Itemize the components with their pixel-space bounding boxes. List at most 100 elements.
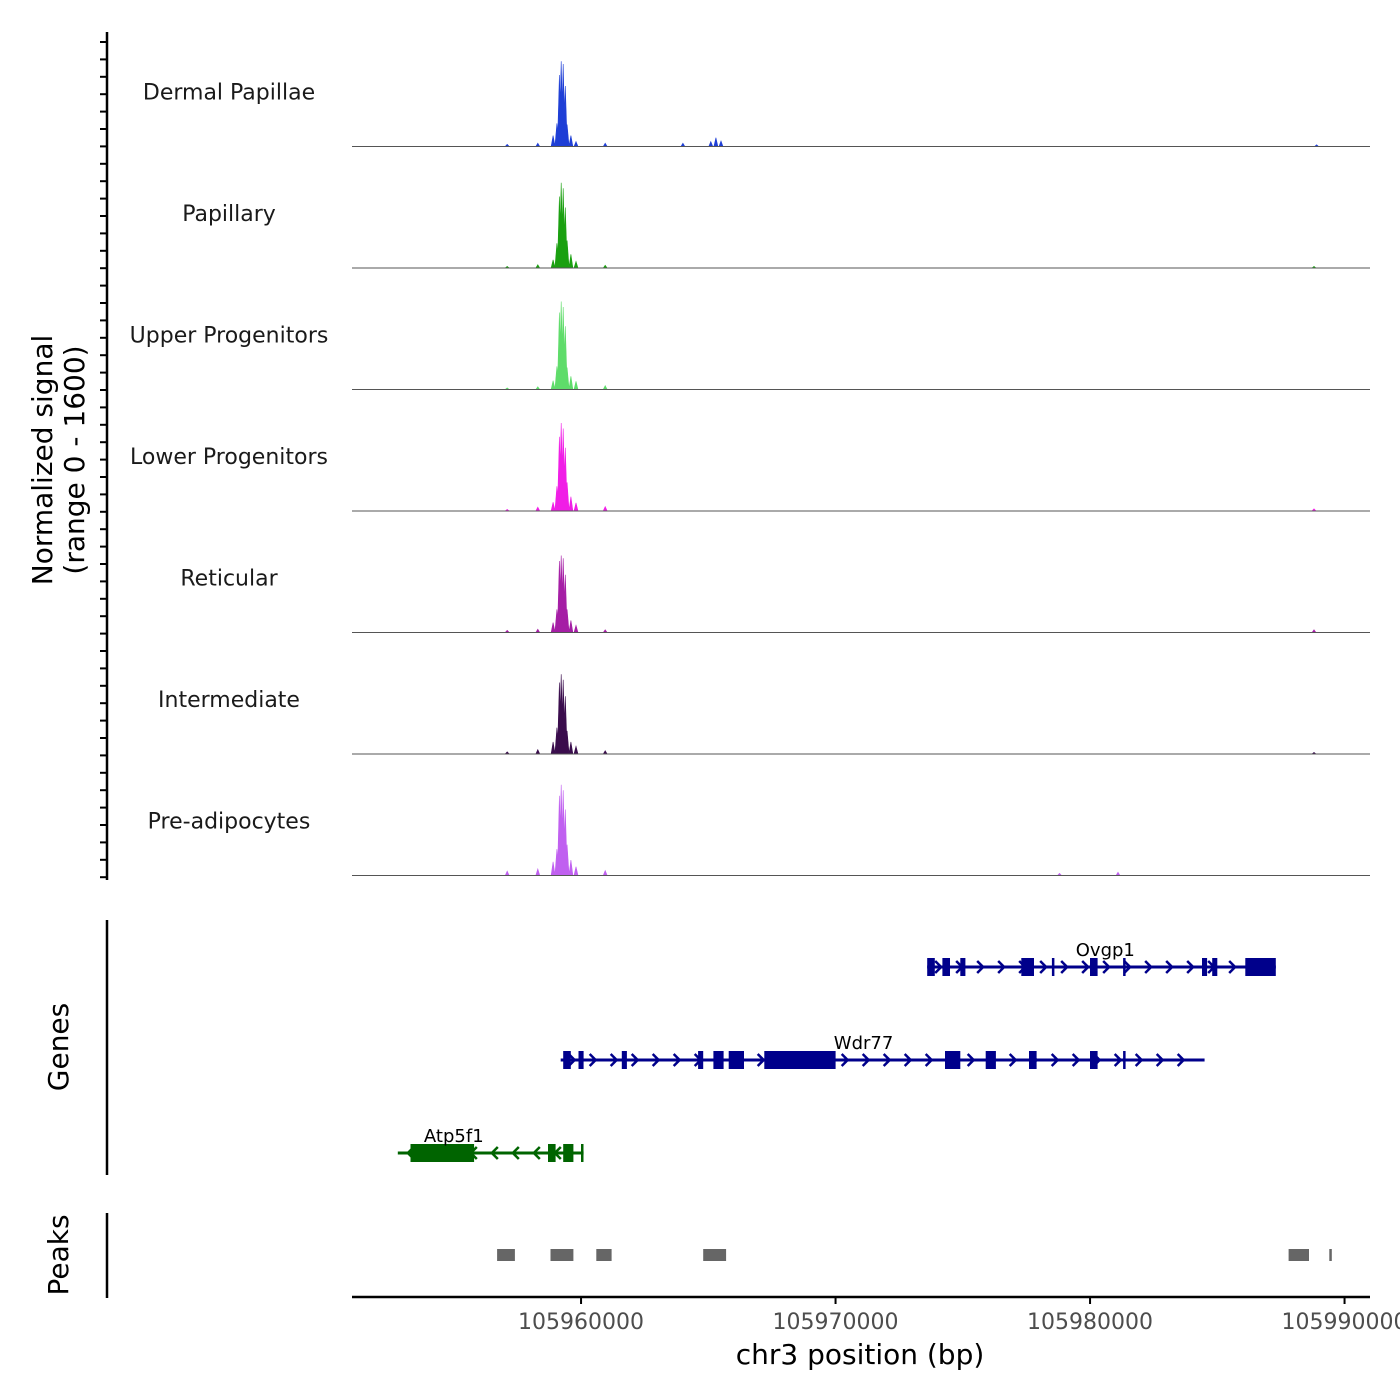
peak-region: [550, 1249, 574, 1261]
strand-chevron: [490, 1146, 499, 1160]
gene-exon: [713, 1051, 724, 1069]
gene-annotations: Ovgp1 Wdr77 Atp5f1: [397, 940, 1276, 1162]
track-3: Upper Progenitors: [130, 301, 1370, 390]
gene-exon: [728, 1051, 744, 1069]
strand-chevron: [924, 1053, 934, 1067]
strand-chevron: [966, 1053, 976, 1067]
gene-wdr77: Wdr77: [560, 1033, 1205, 1069]
strand-chevron: [630, 1053, 640, 1067]
gene-label: Atp5f1: [424, 1126, 484, 1147]
strand-chevron: [1060, 960, 1069, 974]
gene-exon: [410, 1144, 475, 1162]
peak-region: [497, 1249, 515, 1261]
strand-chevron: [588, 1053, 598, 1067]
track-7: Pre-adipocytes: [148, 784, 1370, 876]
strand-chevron: [1071, 1053, 1081, 1067]
track-label: Dermal Papillae: [143, 81, 315, 106]
x-axis-title: chr3 position (bp): [736, 1338, 985, 1371]
gene-exon: [945, 1051, 961, 1069]
strand-chevron: [882, 1053, 892, 1067]
gene-exon: [563, 1144, 574, 1162]
strand-chevron: [1165, 960, 1174, 974]
track-2: Papillary: [182, 182, 1370, 269]
peak-region: [1288, 1249, 1309, 1261]
gene-exon: [1212, 958, 1218, 976]
peak-region: [596, 1249, 612, 1261]
track-signal-area: [352, 301, 1370, 390]
track-signal-area: [352, 182, 1370, 269]
track-4: Lower Progenitors: [130, 422, 1370, 512]
gene-exon: [985, 1051, 996, 1069]
strand-chevron: [997, 960, 1006, 974]
gene-exon: [1029, 1051, 1037, 1069]
peak-annotations: [497, 1249, 1332, 1261]
strand-chevron: [934, 960, 943, 974]
gene-exon: [960, 958, 966, 976]
track-label: Upper Progenitors: [130, 324, 329, 349]
strand-chevron: [861, 1053, 871, 1067]
track-signal-area: [352, 422, 1370, 512]
track-signal-area: [352, 784, 1370, 876]
track-label: Lower Progenitors: [130, 445, 328, 470]
strand-chevron: [609, 1053, 619, 1067]
gene-exon: [1021, 958, 1034, 976]
gene-label: Wdr77: [834, 1033, 894, 1054]
strand-chevron: [1144, 960, 1153, 974]
gene-exon: [578, 1051, 584, 1069]
strand-chevron: [1039, 960, 1048, 974]
peaks-panel-title: Peaks: [42, 1214, 75, 1295]
coverage-tracks: Dermal Papillae Papillary Upper Progenitor…: [130, 61, 1370, 876]
gene-exon: [1245, 958, 1276, 976]
gene-exon: [1123, 1051, 1126, 1069]
y-axis-title-line2: (range 0 - 1600): [58, 345, 91, 574]
strand-chevron: [903, 1053, 913, 1067]
strand-chevron: [672, 1053, 682, 1067]
strand-chevron: [1050, 1053, 1060, 1067]
track-label: Pre-adipocytes: [148, 810, 311, 835]
strand-chevron: [1102, 960, 1111, 974]
track-signal-area: [352, 61, 1370, 147]
gene-exon: [581, 1144, 584, 1162]
gene-exon: [1051, 958, 1055, 976]
strand-chevron: [1176, 1053, 1186, 1067]
strand-chevron: [532, 1146, 541, 1160]
track-signal-area: [352, 674, 1370, 755]
gene-exon: [698, 1051, 704, 1069]
peak-region: [703, 1249, 727, 1261]
track-6: Intermediate: [158, 674, 1370, 755]
strand-chevron: [840, 1053, 850, 1067]
gene-exon: [942, 958, 950, 976]
genes-panel-title: Genes: [42, 1003, 75, 1091]
x-tick-label: 105980000: [1027, 1310, 1153, 1335]
coverage-y-ticks: [100, 41, 107, 879]
gene-exon: [1090, 1051, 1098, 1069]
track-label: Reticular: [180, 567, 278, 592]
strand-chevron: [1186, 960, 1195, 974]
gene-ovgp1: Ovgp1: [927, 940, 1276, 976]
strand-chevron: [1113, 1053, 1123, 1067]
strand-chevron: [1081, 960, 1090, 974]
gene-exon: [563, 1051, 571, 1069]
track-signal-area: [352, 555, 1370, 633]
strand-chevron: [651, 1053, 661, 1067]
gene-exon: [548, 1144, 556, 1162]
track-label: Papillary: [182, 202, 276, 227]
x-tick-label: 105960000: [518, 1310, 644, 1335]
track-5: Reticular: [180, 555, 1370, 633]
gene-exon: [1202, 958, 1208, 976]
x-axis-ticks: 105960000 105970000 105980000 105990000: [518, 1297, 1400, 1335]
x-tick-label: 105970000: [773, 1310, 899, 1335]
gene-exon: [927, 958, 935, 976]
strand-chevron: [756, 1053, 766, 1067]
strand-chevron: [1155, 1053, 1165, 1067]
gene-exon: [764, 1051, 836, 1069]
strand-chevron: [1228, 960, 1237, 974]
x-tick-label: 105990000: [1282, 1310, 1400, 1335]
strand-chevron: [511, 1146, 520, 1160]
y-axis-title-line1: Normalized signal: [26, 335, 59, 586]
gene-atp5f1: Atp5f1: [397, 1126, 584, 1162]
track-label: Intermediate: [158, 688, 300, 713]
gene-exon: [1090, 958, 1098, 976]
strand-chevron: [1008, 1053, 1018, 1067]
